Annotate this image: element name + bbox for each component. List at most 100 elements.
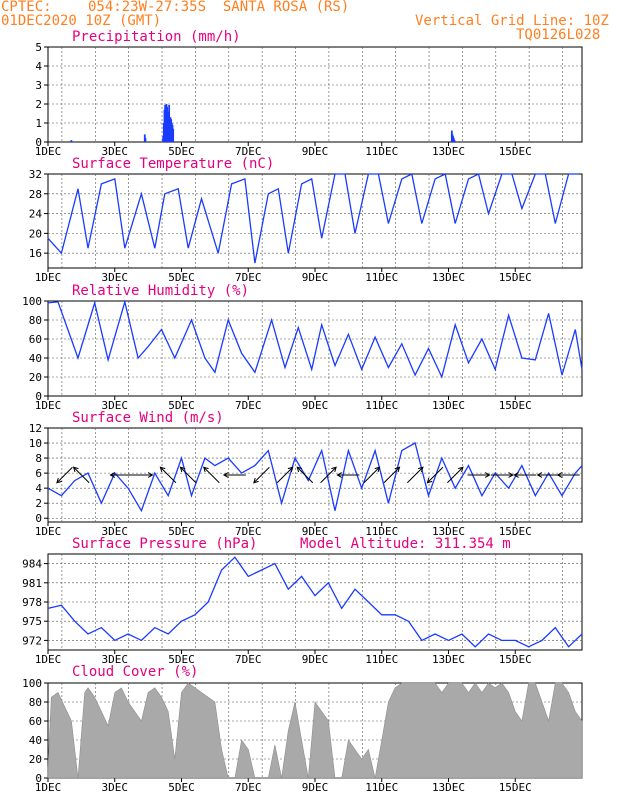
precip-xtick-label: 1DEC — [35, 145, 62, 158]
location-label: 054:23W-27:35S SANTA ROSA (RS) — [88, 0, 350, 15]
rh-title: Relative Humidity (%) — [72, 283, 249, 299]
press-xtick-label: 15DEC — [499, 653, 532, 666]
wind-arrow-head — [536, 472, 543, 478]
precip-ytick-label: 4 — [35, 60, 42, 73]
precip-bar — [144, 138, 147, 142]
wind-xtick-label: 5DEC — [168, 525, 195, 538]
rh-ytick-label: 60 — [29, 333, 42, 346]
wind-arrow-head — [426, 477, 433, 484]
precip-xtick-label: 11DEC — [365, 145, 398, 158]
press-subtitle: Model Altitude: 311.354 m — [300, 536, 511, 552]
press-xtick-label: 3DEC — [102, 653, 129, 666]
precip-xtick-label: 5DEC — [168, 145, 195, 158]
wind-arrow-head — [56, 477, 62, 484]
temp-panel: 16 20 24 28 32 1DEC 3DEC 5DEC 7DEC 9DEC 11DEC 13DEC… — [29, 156, 583, 284]
wind-panel: 0 2 4 6 8 10 12 1DEC 3DEC 5DEC 7DEC 9DEC 11DEC 13DEC 1… — [29, 410, 583, 538]
precip-ytick-label: 1 — [35, 117, 42, 130]
cloud-ytick-label: 0 — [35, 772, 42, 785]
precip-title: Precipitation (mm/h) — [72, 29, 241, 45]
cloud-ytick-label: 80 — [29, 696, 42, 709]
rh-ytick-label: 40 — [29, 352, 42, 365]
temp-ytick-label: 24 — [29, 208, 43, 221]
cloud-xtick-label: 11DEC — [365, 781, 398, 794]
wind-ytick-label: 8 — [35, 452, 42, 465]
rh-panel: 0 20 40 60 80 100 1DEC 3DEC 5DEC 7DEC 9DEC 11DEC 13D… — [22, 283, 583, 412]
cloud-xtick-label: 13DEC — [432, 781, 465, 794]
rh-ytick-label: 0 — [35, 390, 42, 403]
wind-xtick-label: 11DEC — [365, 525, 398, 538]
precip-xtick-label: 15DEC — [499, 145, 532, 158]
wind-arrow — [320, 466, 337, 484]
cloud-xtick-label: 3DEC — [102, 781, 129, 794]
wind-arrow-head — [72, 466, 79, 473]
wind-arrow — [180, 466, 197, 484]
press-title: Surface Pressure (hPa) — [72, 536, 257, 552]
precip-ytick-label: 5 — [35, 41, 42, 54]
wind-arrow-head — [331, 466, 337, 473]
press-ytick-label: 972 — [22, 634, 42, 647]
wind-xtick-label: 1DEC — [35, 525, 62, 538]
cloud-panel: 0 20 40 60 80 100 1DEC 3DEC 5DEC 7DEC 9DEC 11DEC 13D… — [22, 664, 583, 794]
press-xtick-label: 11DEC — [365, 653, 398, 666]
rh-xtick-label: 7DEC — [235, 399, 262, 412]
press-xtick-label: 1DEC — [35, 653, 62, 666]
cloud-xtick-label: 9DEC — [302, 781, 329, 794]
precip-ytick-label: 2 — [35, 98, 42, 111]
code-label: TQ0126L028 — [516, 27, 601, 43]
wind-arrow-head — [336, 472, 343, 478]
temp-ytick-label: 16 — [29, 247, 42, 260]
press-xtick-label: 9DEC — [302, 653, 329, 666]
precip-xtick-label: 3DEC — [102, 145, 129, 158]
cloud-xtick-label: 1DEC — [35, 781, 62, 794]
wind-arrow-head — [287, 466, 294, 473]
rh-xtick-label: 13DEC — [432, 399, 465, 412]
wind-ytick-label: 6 — [35, 467, 42, 480]
temp-frame — [47, 173, 583, 269]
wind-arrow-head — [508, 472, 514, 478]
wind-arrow-head — [513, 472, 519, 478]
precip-bar — [453, 140, 456, 142]
rh-ytick-label: 100 — [22, 295, 42, 308]
wind-ytick-label: 10 — [29, 437, 42, 450]
wind-title: Surface Wind (m/s) — [72, 410, 224, 426]
press-panel: 972 975 978 981 984 1DEC 3DEC 5DEC 7DEC 9DEC 11DEC… — [22, 536, 583, 666]
wind-ytick-label: 0 — [35, 512, 42, 525]
wind-arrow — [203, 466, 220, 484]
wind-xtick-label: 7DEC — [235, 525, 262, 538]
press-ytick-label: 975 — [22, 615, 42, 628]
precip-xtick-label: 7DEC — [235, 145, 262, 158]
wind-arrow-head — [484, 472, 491, 478]
precip-ytick-label: 3 — [35, 79, 42, 92]
wind-arrow — [296, 466, 314, 484]
rh-xtick-label: 15DEC — [499, 399, 532, 412]
wind-arrow — [160, 466, 177, 484]
source-label: CPTEC: — [1, 0, 52, 15]
wind-ytick-label: 12 — [29, 422, 42, 435]
wind-arrow-head — [179, 466, 186, 473]
wind-arrow-head — [222, 472, 229, 478]
wind-arrow — [276, 466, 294, 484]
cloud-xtick-label: 7DEC — [235, 781, 262, 794]
precip-ytick-label: 0 — [35, 136, 42, 149]
wind-arrow-head — [109, 472, 116, 478]
wind-arrow-head — [296, 466, 303, 473]
wind-arrow-head — [374, 466, 381, 473]
wind-arrow-head — [394, 466, 401, 473]
press-xtick-label: 7DEC — [235, 653, 262, 666]
wind-xtick-label: 3DEC — [102, 525, 129, 538]
press-ytick-label: 984 — [22, 558, 42, 571]
precip-panel: 0 1 2 3 4 5 1DEC 3DEC 5DEC 7DEC 9DEC 11DEC 13DEC 15DE… — [35, 29, 583, 158]
press-ytick-label: 981 — [22, 577, 42, 590]
cloud-ytick-label: 100 — [22, 677, 42, 690]
wind-arrow — [447, 466, 464, 484]
cloud-xtick-label: 15DEC — [499, 781, 532, 794]
temp-ytick-label: 32 — [29, 168, 42, 181]
press-xtick-label: 13DEC — [432, 653, 465, 666]
wind-xtick-label: 13DEC — [432, 525, 465, 538]
wind-arrow — [56, 466, 73, 484]
rh-frame — [47, 300, 583, 397]
press-xtick-label: 5DEC — [168, 653, 195, 666]
temp-xtick-label: 15DEC — [499, 271, 532, 284]
wind-arrow-head — [253, 477, 259, 484]
precip-frame — [47, 46, 583, 143]
